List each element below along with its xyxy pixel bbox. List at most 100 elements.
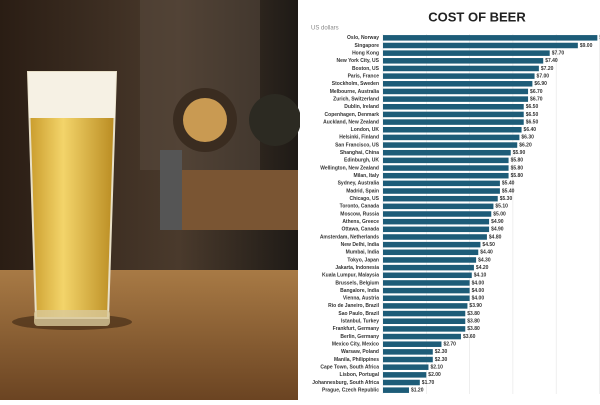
category-label: Lisbon, Portugal: [340, 372, 380, 378]
bar: [383, 280, 470, 286]
category-label: Toronto, Canada: [340, 204, 380, 210]
bar: [383, 318, 466, 324]
bar: [383, 356, 433, 363]
value-label: $2.10: [430, 365, 443, 371]
category-label: Istanbul, Turkey: [341, 319, 379, 325]
bar: [383, 241, 481, 248]
category-label: Edinburgh, UK: [344, 158, 379, 164]
bar: [383, 96, 529, 102]
category-label: Ottawa, Canada: [341, 227, 379, 233]
value-label: $4.90: [491, 227, 504, 233]
category-label: Athens, Greece: [342, 219, 379, 225]
value-label: $3.90: [469, 303, 482, 309]
bar: [383, 172, 509, 179]
bar: [383, 226, 490, 233]
value-label: $5.10: [495, 204, 508, 210]
category-label: Johannesburg, South Africa: [312, 380, 379, 386]
value-label: $4.80: [489, 234, 502, 240]
chart-title: COST OF BEER: [428, 9, 526, 24]
value-label: $6.70: [530, 96, 543, 102]
bar: [383, 195, 498, 202]
category-label: San Francisco, US: [335, 142, 380, 148]
bar: [383, 50, 550, 56]
category-label: Tokyo, Japan: [347, 257, 379, 263]
bar: [383, 104, 524, 110]
category-label: New Delhi, India: [341, 242, 380, 248]
bar: [383, 249, 479, 256]
value-label: $5.80: [511, 165, 524, 171]
value-label: $4.50: [482, 242, 495, 248]
value-label: $4.00: [472, 288, 485, 294]
category-label: Hong Kong: [352, 50, 379, 56]
bar: [383, 149, 511, 156]
value-label: $2.30: [435, 357, 448, 363]
bar: [383, 188, 500, 194]
category-label: Singapore: [355, 43, 380, 49]
value-label: $6.40: [524, 127, 537, 133]
category-label: Stockholm, Sweden: [332, 81, 379, 87]
category-label: Melbourne, Australia: [330, 89, 379, 95]
value-label: $6.50: [526, 119, 539, 125]
category-label: London, UK: [351, 127, 380, 133]
category-label: Moscow, Russia: [340, 211, 379, 217]
bar: [383, 119, 524, 125]
bar: [383, 111, 524, 118]
category-label: Madrid, Spain: [346, 188, 379, 194]
bar: [383, 349, 433, 355]
value-label: $4.00: [472, 296, 485, 302]
bar: [383, 372, 427, 378]
value-label: $7.70: [552, 50, 565, 56]
category-label: Copenhagen, Denmark: [325, 112, 380, 118]
value-label: $1.70: [422, 380, 435, 386]
category-label: Helsinki, Finland: [339, 135, 379, 141]
value-label: $5.80: [511, 158, 524, 164]
value-label: $3.80: [467, 319, 480, 325]
chart-subtitle: US dollars: [311, 26, 339, 32]
photo: [0, 0, 301, 400]
category-label: Manila, Philippines: [334, 357, 379, 363]
category-label: Prague, Czech Republic: [322, 387, 379, 393]
value-label: $6.20: [519, 142, 532, 148]
category-label: Mexico City, Mexico: [332, 342, 379, 348]
bar: [383, 65, 539, 72]
value-label: $9.00: [580, 43, 593, 49]
bar: [383, 264, 474, 271]
category-label: Kuala Lumpur, Malaysia: [322, 273, 379, 279]
value-label: $5.40: [502, 188, 515, 194]
category-label: Boston, US: [352, 66, 380, 72]
bar: [383, 42, 578, 49]
bar: [383, 203, 494, 210]
bar: [383, 341, 442, 347]
bar: [383, 211, 492, 217]
value-label: $5.90: [513, 150, 526, 156]
bar: [383, 218, 490, 225]
bar: [383, 165, 509, 171]
bar: [383, 310, 466, 317]
category-label: Vienna, Austria: [343, 296, 379, 302]
bar: [383, 142, 518, 148]
bar: [383, 303, 468, 309]
bar: [383, 134, 520, 141]
category-label: New York City, US: [336, 58, 379, 64]
value-label: $6.50: [526, 112, 539, 118]
value-label: $4.20: [476, 265, 489, 271]
value-label: $4.40: [480, 250, 493, 256]
value-label: $2.70: [443, 342, 456, 348]
category-label: Sydney, Australia: [338, 181, 380, 187]
value-label: $6.50: [526, 104, 539, 110]
category-label: Warsaw, Poland: [341, 349, 379, 355]
value-label: $5.40: [502, 181, 515, 187]
bar: [383, 81, 533, 87]
category-label: Milan, Italy: [353, 173, 379, 179]
category-label: Auckland, New Zealand: [323, 119, 379, 125]
bar: [383, 73, 535, 79]
value-label: $2.00: [428, 372, 441, 378]
value-label: $6.30: [521, 135, 534, 141]
bar: [383, 326, 466, 332]
category-label: Brussels, Belgium: [335, 280, 379, 286]
bar: [383, 333, 461, 340]
category-label: Rio de Janeiro, Brazil: [328, 303, 379, 309]
category-label: Frankfurt, Germany: [333, 326, 380, 332]
category-label: Mumbai, India: [346, 250, 380, 256]
